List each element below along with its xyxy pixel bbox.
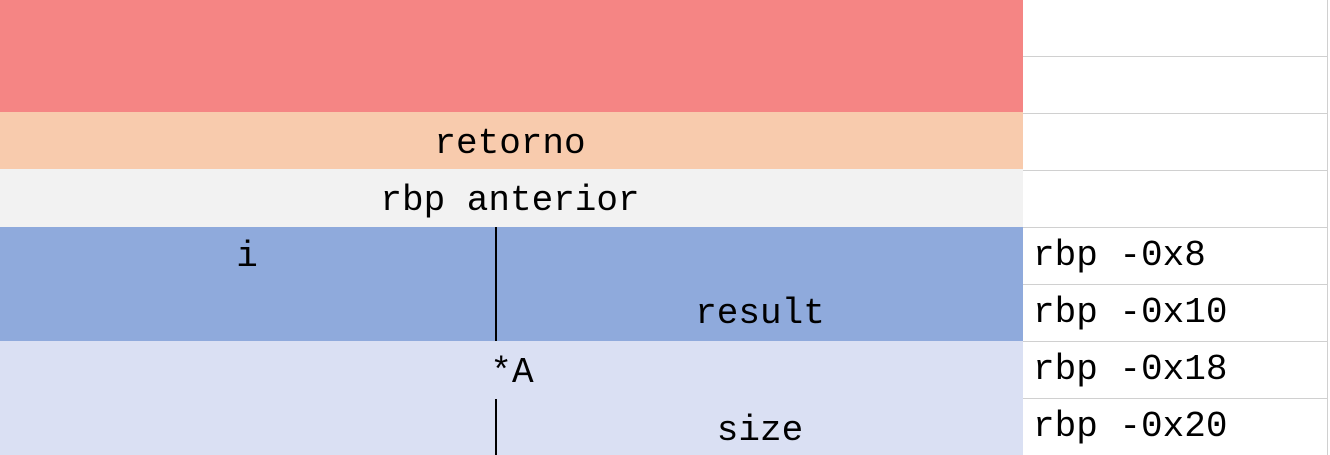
param-a-label: *A xyxy=(490,352,534,393)
offset-cell xyxy=(1023,114,1328,171)
return-label: retorno xyxy=(434,123,586,164)
offset-cell xyxy=(1023,0,1328,57)
params-block: *A size xyxy=(0,341,1023,455)
return-block: retorno xyxy=(0,112,1023,169)
saved-rbp-block: rbp anterior xyxy=(0,169,1023,227)
saved-rbp-label: rbp anterior xyxy=(380,180,640,221)
locals-divider xyxy=(495,227,497,341)
local-result-label: result xyxy=(695,293,825,334)
param-size-label: size xyxy=(716,410,804,451)
offset-cell: rbp -0x18 xyxy=(1023,342,1328,399)
frame-above-block xyxy=(0,0,1023,112)
local-i-label: i xyxy=(236,236,258,277)
locals-block: i result xyxy=(0,227,1023,341)
offset-cell: rbp -0x8 xyxy=(1023,228,1328,285)
offset-cell: rbp -0x20 xyxy=(1023,399,1328,455)
offset-cell xyxy=(1023,171,1328,228)
offset-cell: rbp -0x10 xyxy=(1023,285,1328,342)
offset-column: rbp -0x8 rbp -0x10 rbp -0x18 rbp -0x20 xyxy=(1023,0,1330,455)
offset-cell xyxy=(1023,57,1328,114)
params-divider xyxy=(495,399,497,455)
